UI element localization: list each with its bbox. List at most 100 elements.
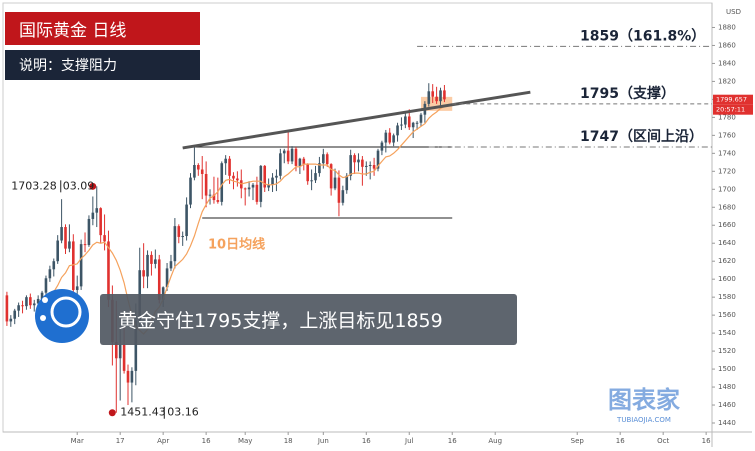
y-tick-label: 1540 <box>718 329 736 337</box>
ma-line <box>41 106 445 335</box>
candle-body <box>439 90 442 102</box>
candle-body <box>173 226 177 262</box>
candle-body <box>259 165 263 202</box>
candle-body <box>107 241 110 300</box>
candle-body <box>126 370 130 383</box>
candle-body <box>36 298 40 304</box>
y-tick-label: 1880 <box>718 23 736 31</box>
candle-body <box>150 254 153 264</box>
y-tick-label: 1840 <box>718 59 736 67</box>
candle-body <box>29 297 32 306</box>
x-tick-label: 18 <box>284 437 293 445</box>
candle-body <box>9 318 13 322</box>
candle-body <box>333 177 337 189</box>
y-tick-label: 1600 <box>718 275 736 283</box>
y-tick-label: 1720 <box>718 167 736 175</box>
candle-body <box>380 142 384 151</box>
candle-body <box>384 132 388 143</box>
y-tick-label: 1740 <box>718 149 736 157</box>
candle-body <box>91 212 95 219</box>
candle-body <box>318 163 321 174</box>
candle-body <box>146 254 149 277</box>
x-tick-label: Aug <box>488 437 502 445</box>
candle-body <box>282 150 286 154</box>
candle-body <box>302 158 306 165</box>
candle-body <box>345 175 349 191</box>
candle-body <box>255 184 259 202</box>
x-tick-label: Jul <box>404 437 414 445</box>
candle-body <box>130 370 134 383</box>
candle-body <box>25 297 28 307</box>
candle-body <box>5 295 9 322</box>
candle-body <box>286 150 290 162</box>
x-tick-label: 16 <box>202 437 211 445</box>
candle-body <box>169 261 173 269</box>
candle-body <box>208 194 212 196</box>
candle-body <box>13 310 17 319</box>
candle-body <box>415 122 419 124</box>
candle-body <box>251 184 255 188</box>
y-tick-label: 1820 <box>718 77 736 85</box>
candle-body <box>376 150 380 169</box>
candle-body <box>134 320 138 371</box>
title: 国际黄金 日线 <box>19 21 127 41</box>
candle-body <box>228 158 231 176</box>
candle-body <box>154 259 157 264</box>
candle-body <box>310 180 313 182</box>
y-tick-label: 1440 <box>718 419 736 427</box>
candle-body <box>243 188 247 190</box>
candle-body <box>224 158 227 164</box>
x-tick-label: 16 <box>448 437 457 445</box>
candle-body <box>122 344 126 371</box>
y-tick-label: 1500 <box>718 365 736 373</box>
y-tick-label: 1700 <box>718 185 736 193</box>
candle-body <box>204 174 208 196</box>
x-tick-label: 17 <box>116 437 125 445</box>
y-tick-label: 1680 <box>718 203 736 211</box>
candle-body <box>337 177 341 203</box>
candle-body <box>306 164 309 182</box>
candle-body <box>114 342 118 359</box>
extreme-date: 03.09 <box>63 179 95 192</box>
subtitle: 说明：支撑阻力 <box>19 58 117 74</box>
x-tick-label: Oct <box>657 437 669 445</box>
candle-body <box>364 165 368 167</box>
candle-body <box>247 187 251 190</box>
candle-body <box>396 125 399 136</box>
candle-body <box>361 159 364 167</box>
candle-body <box>32 303 36 306</box>
extreme-value: 1703.28 <box>11 179 57 192</box>
y-tick-label: 1620 <box>718 257 736 265</box>
candle-body <box>56 240 59 262</box>
candle-body <box>157 259 161 300</box>
candle-body <box>21 305 24 307</box>
candle-body <box>83 244 87 246</box>
level-label: 1747（区间上沿） <box>580 128 703 145</box>
y-tick-label: 1480 <box>718 383 736 391</box>
x-tick-label: May <box>238 437 252 445</box>
candle-body <box>400 124 403 126</box>
candle-body <box>368 165 372 167</box>
candle-body <box>322 154 325 164</box>
candle-body <box>431 91 434 97</box>
candle-body <box>189 177 192 205</box>
candle-body <box>165 268 169 288</box>
candle-body <box>212 194 216 201</box>
candle-body <box>95 208 99 213</box>
candle-body <box>44 278 48 293</box>
candle-body <box>216 200 220 202</box>
y-tick-label: 1780 <box>718 113 736 121</box>
candle-body <box>372 165 376 169</box>
x-tick-label: 16 <box>362 437 371 445</box>
candle-body <box>17 305 20 311</box>
x-tick-label: Mar <box>71 437 84 445</box>
candle-body <box>87 218 91 246</box>
candle-body <box>40 292 44 299</box>
candle-body <box>427 91 431 104</box>
candle-body <box>142 270 145 277</box>
candle-body <box>407 116 411 128</box>
y-tick-label: 1460 <box>718 401 736 409</box>
candle-body <box>99 208 102 236</box>
candle-body <box>48 269 52 279</box>
